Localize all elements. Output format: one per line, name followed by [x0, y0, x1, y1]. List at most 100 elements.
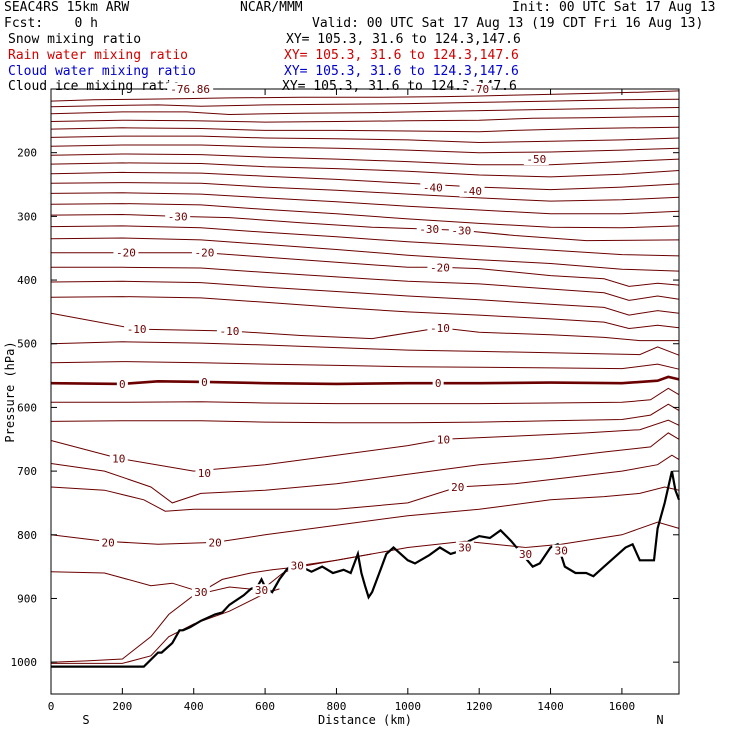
- contour-line: [50, 98, 680, 108]
- contour-label: 10: [112, 452, 125, 465]
- contour-label-bg: [198, 375, 210, 388]
- legend-cloud-water-xy: XY= 105.3, 31.6 to 124.3,147.6: [284, 64, 519, 79]
- contour-label: -20: [116, 247, 136, 260]
- contour-label: -30: [419, 223, 439, 236]
- contour-label: -30: [451, 224, 471, 237]
- contour-label-bg: [448, 481, 467, 494]
- contour-label: 30: [555, 545, 568, 558]
- contour-label-bg: [432, 377, 444, 390]
- contour-label: 10: [437, 433, 450, 446]
- y-tick-label: 1000: [11, 656, 38, 669]
- contour-line: [50, 107, 680, 116]
- y-tick-label: 600: [17, 401, 37, 414]
- contour-label: 0: [201, 376, 208, 389]
- contour-line: [50, 296, 680, 330]
- contour-label: 20: [101, 536, 114, 549]
- contour-line: [50, 203, 680, 229]
- y-tick-label: 400: [17, 274, 37, 287]
- contour-label-bg: [523, 153, 549, 166]
- contour-line: [50, 280, 680, 316]
- contour-label: -40: [462, 185, 482, 198]
- contour-label-bg: [206, 536, 225, 549]
- x-tick-label: 1000: [395, 700, 422, 713]
- model-title: SEAC4RS 15km ARW: [4, 0, 130, 15]
- contour-line: [50, 521, 680, 593]
- contour-label-bg: [191, 246, 217, 259]
- terrain-group: [51, 470, 681, 668]
- contour-label: 20: [451, 481, 464, 494]
- legend-snow-xy: XY= 105.3, 31.6 to 124.3,147.6: [286, 32, 521, 47]
- contour-label: -40: [423, 182, 443, 195]
- contour-label-bg: [552, 544, 571, 557]
- contour-line: [51, 387, 680, 405]
- contour-label: 30: [458, 542, 471, 555]
- contour-label: 30: [291, 559, 304, 572]
- contour-label-bg: [434, 433, 453, 446]
- contour-label-bg: [195, 467, 214, 480]
- contour-label: -76.86: [170, 83, 210, 96]
- x-tick-label: 1600: [609, 700, 636, 713]
- contour-label: 20: [209, 536, 222, 549]
- contour-label: -20: [194, 247, 214, 260]
- contour-label: 30: [519, 548, 532, 561]
- contour-label-bg: [113, 246, 139, 259]
- contour-label-bg: [124, 323, 150, 336]
- contour-line: [50, 192, 680, 215]
- contour-label-bg: [427, 321, 453, 334]
- contour-labels: -76.86 -70 -50 -40 -40 -30 -30 -30 -20 -20 -20 -10 -…: [99, 83, 571, 599]
- contour-label-bg: [165, 210, 191, 223]
- x-tick-label: 1400: [537, 700, 564, 713]
- y-tick-label: 700: [17, 465, 37, 478]
- contour-label-bg: [420, 181, 446, 194]
- contour-label: 30: [194, 586, 207, 599]
- contour-label: -10: [219, 325, 239, 338]
- contour-label-bg: [216, 325, 242, 337]
- contour-line: [50, 237, 680, 272]
- contour-line: [50, 153, 680, 166]
- y-tick-label: 300: [17, 210, 37, 223]
- contour-label: -30: [168, 210, 188, 223]
- center-title: NCAR/MMM: [240, 0, 303, 15]
- contour-label-bg: [288, 559, 307, 572]
- contour-line: [50, 419, 680, 472]
- contour-label: 0: [435, 377, 442, 390]
- contour-label-bg: [252, 584, 271, 597]
- init-time: Init: 00 UTC Sat 17 Aug 13: [512, 0, 716, 15]
- contour-line: [50, 432, 680, 504]
- y-tick-label: 800: [17, 529, 37, 542]
- contour-line: [50, 213, 680, 242]
- forecast-hour: Fcst: 0 h: [4, 16, 98, 31]
- contour-line: [50, 126, 680, 133]
- contour-label-bg: [448, 224, 474, 237]
- contour-label: 30: [255, 584, 268, 597]
- south-end-label: S: [82, 713, 89, 727]
- x-tick-label: 1200: [466, 700, 493, 713]
- contour-label-bg: [427, 261, 453, 274]
- contour-line: [50, 162, 680, 178]
- contour-label-bg: [455, 541, 474, 554]
- north-end-label: N: [656, 713, 663, 727]
- contour-label: -10: [127, 323, 147, 336]
- contour-label: -20: [430, 261, 450, 274]
- plot-frame: [50, 88, 680, 695]
- zero-isotherm: [50, 375, 680, 386]
- legend-cloud-water-label: Cloud water mixing ratio: [8, 64, 196, 79]
- x-tick-label: 400: [184, 700, 204, 713]
- contour-line: [50, 115, 680, 123]
- axis-ticks: 0 200 400 600 800 1000 1200 1400 160020030040050…: [11, 88, 679, 713]
- contour-line: [50, 144, 680, 154]
- contour-label-bg: [516, 547, 535, 560]
- valid-time: Valid: 00 UTC Sat 17 Aug 13 (19 CDT Fri …: [312, 16, 704, 31]
- contour-label-bg: [99, 536, 118, 549]
- contour-label: 0: [119, 378, 126, 391]
- x-tick-label: 600: [255, 700, 275, 713]
- contour-line: [50, 553, 373, 663]
- contour-line: [50, 361, 680, 370]
- contour-line: [51, 266, 680, 301]
- contour-lines: [50, 90, 680, 664]
- legend-rain-label: Rain water mixing ratio: [8, 48, 189, 63]
- y-tick-label: 200: [17, 147, 37, 160]
- contour-line: [50, 90, 680, 102]
- y-tick-label: 500: [17, 338, 37, 351]
